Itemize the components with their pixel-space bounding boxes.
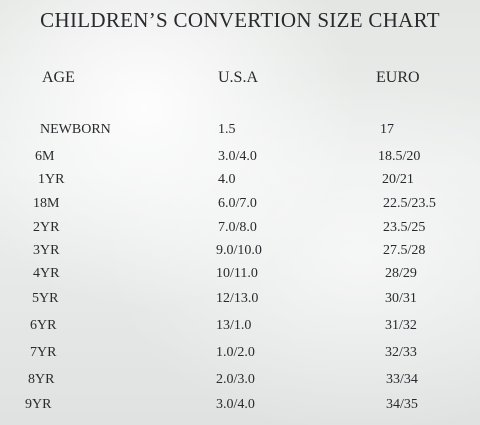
age-cell: NEWBORN <box>40 122 111 137</box>
column-header: EURO <box>376 69 420 86</box>
age-cell: 1YR <box>38 172 65 187</box>
age-cell: 3YR <box>33 243 60 258</box>
euro-size-cell: 17 <box>380 122 394 137</box>
age-cell: 2YR <box>33 220 60 235</box>
usa-size-cell: 1.0/2.0 <box>216 345 255 360</box>
euro-size-cell: 28/29 <box>385 266 417 281</box>
age-cell: 7YR <box>30 345 57 360</box>
usa-size-cell: 12/13.0 <box>216 291 259 306</box>
age-cell: 8YR <box>28 372 55 387</box>
column-header: AGE <box>42 69 75 86</box>
usa-size-cell: 2.0/3.0 <box>216 372 255 387</box>
euro-size-cell: 30/31 <box>385 291 417 306</box>
age-cell: 6YR <box>30 318 57 333</box>
euro-size-cell: 33/34 <box>386 372 418 387</box>
usa-size-cell: 4.0 <box>218 172 236 187</box>
usa-size-cell: 1.5 <box>218 122 236 137</box>
usa-size-cell: 9.0/10.0 <box>216 243 262 258</box>
euro-size-cell: 31/32 <box>385 318 417 333</box>
column-header: U.S.A <box>218 69 259 86</box>
euro-size-cell: 32/33 <box>385 345 417 360</box>
usa-size-cell: 3.0/4.0 <box>218 149 257 164</box>
age-cell: 4YR <box>33 266 60 281</box>
euro-size-cell: 18.5/20 <box>378 149 421 164</box>
euro-size-cell: 34/35 <box>386 397 418 412</box>
euro-size-cell: 27.5/28 <box>383 243 426 258</box>
age-cell: 18M <box>33 196 60 211</box>
euro-size-cell: 23.5/25 <box>383 220 426 235</box>
usa-size-cell: 10/11.0 <box>216 266 258 281</box>
age-cell: 5YR <box>32 291 59 306</box>
usa-size-cell: 7.0/8.0 <box>218 220 257 235</box>
age-cell: 6M <box>35 149 55 164</box>
usa-size-cell: 6.0/7.0 <box>218 196 257 211</box>
usa-size-cell: 3.0/4.0 <box>216 397 255 412</box>
usa-size-cell: 13/1.0 <box>216 318 252 333</box>
age-cell: 9YR <box>25 397 52 412</box>
euro-size-cell: 20/21 <box>382 172 414 187</box>
euro-size-cell: 22.5/23.5 <box>383 196 436 211</box>
title: CHILDREN’S CONVERTION SIZE CHART <box>40 8 440 32</box>
